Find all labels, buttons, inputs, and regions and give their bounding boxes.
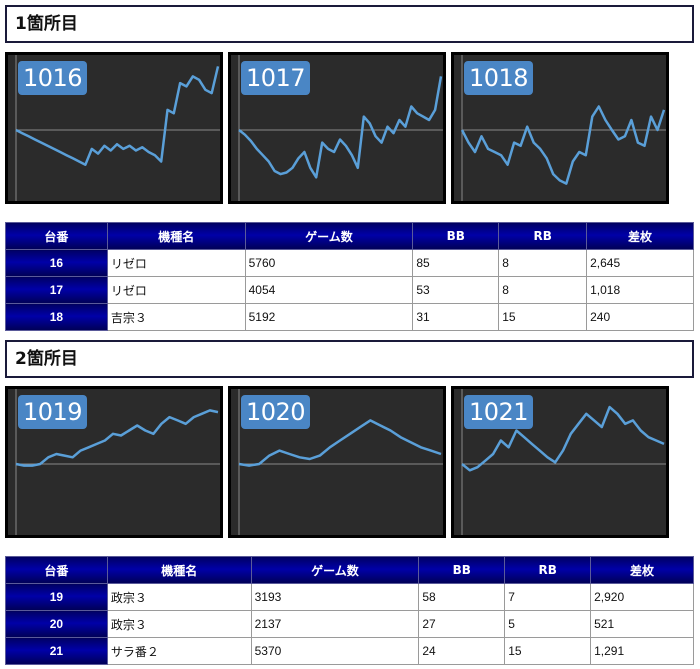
machine-table-1: 台番 機種名 ゲーム数 BB RB 差枚 16 リゼロ 5760 85 8 2,…	[5, 222, 694, 331]
header-bb: BB	[412, 222, 500, 250]
chart-label: 1021	[464, 395, 534, 429]
cell-model-name: 政宗３	[106, 583, 252, 611]
cell-model-name: 政宗３	[106, 610, 252, 638]
cell-machine-no: 19	[5, 583, 108, 611]
chart-svg-1020	[238, 389, 443, 535]
chart-1017: 1017	[228, 52, 446, 204]
cell-bb: 58	[418, 583, 506, 611]
cell-bb: 24	[418, 637, 506, 665]
series-line	[461, 405, 665, 472]
chart-label: 1016	[18, 61, 88, 95]
table-row: 20 政宗３ 2137 27 5 521	[5, 610, 694, 638]
cell-rb: 15	[498, 303, 588, 331]
chart-1016: 1016	[5, 52, 223, 204]
cell-rb: 5	[504, 610, 592, 638]
chart-svg-1019	[15, 389, 220, 535]
chart-label: 1019	[18, 395, 88, 429]
series-line	[238, 76, 443, 179]
series-line	[238, 419, 442, 467]
table-row: 19 政宗３ 3193 58 7 2,920	[5, 583, 694, 611]
cell-machine-no: 18	[5, 303, 108, 331]
chart-label: 1018	[464, 61, 534, 95]
cell-game-count: 2137	[250, 610, 420, 638]
cell-game-count: 5192	[244, 303, 414, 331]
cell-difference: 1,291	[590, 637, 694, 665]
table-row: 21 サラ番２ 5370 24 15 1,291	[5, 637, 694, 665]
cell-machine-no: 17	[5, 276, 108, 304]
cell-model-name: 吉宗３	[106, 303, 246, 331]
chart-label: 1020	[241, 395, 311, 429]
cell-bb: 85	[412, 249, 500, 277]
series-line	[460, 105, 666, 185]
header-machine-no: 台番	[5, 222, 108, 250]
series-line	[15, 66, 220, 166]
cell-rb: 15	[504, 637, 592, 665]
table-row: 16 リゼロ 5760 85 8 2,645	[5, 249, 694, 277]
header-difference: 差枚	[590, 556, 694, 584]
series-line	[15, 409, 219, 467]
cell-bb: 31	[412, 303, 500, 331]
machine-table-2: 台番 機種名 ゲーム数 BB RB 差枚 19 政宗３ 3193 58 7 2,…	[5, 556, 694, 665]
cell-difference: 2,920	[590, 583, 694, 611]
header-bb: BB	[418, 556, 506, 584]
section-title-2: 2箇所目	[5, 340, 694, 378]
cell-model-name: サラ番２	[106, 637, 252, 665]
header-game-count: ゲーム数	[244, 222, 414, 250]
header-rb: RB	[504, 556, 592, 584]
cell-model-name: リゼロ	[106, 276, 246, 304]
table-header-row: 台番 機種名 ゲーム数 BB RB 差枚	[5, 222, 694, 250]
cell-game-count: 3193	[250, 583, 420, 611]
header-model-name: 機種名	[106, 556, 252, 584]
cell-machine-no: 20	[5, 610, 108, 638]
chart-svg-1017	[238, 55, 443, 201]
cell-difference: 240	[586, 303, 694, 331]
cell-rb: 7	[504, 583, 592, 611]
chart-1021: 1021	[451, 386, 669, 538]
chart-1020: 1020	[228, 386, 446, 538]
cell-rb: 8	[498, 276, 588, 304]
table-header-row: 台番 機種名 ゲーム数 BB RB 差枚	[5, 556, 694, 584]
cell-game-count: 5760	[244, 249, 414, 277]
header-machine-no: 台番	[5, 556, 108, 584]
chart-1019: 1019	[5, 386, 223, 538]
chart-svg-1016	[15, 55, 220, 201]
header-game-count: ゲーム数	[250, 556, 420, 584]
cell-machine-no: 21	[5, 637, 108, 665]
header-difference: 差枚	[586, 222, 694, 250]
header-model-name: 機種名	[106, 222, 246, 250]
cell-bb: 53	[412, 276, 500, 304]
chart-1018: 1018	[451, 52, 669, 204]
cell-rb: 8	[498, 249, 588, 277]
cell-bb: 27	[418, 610, 506, 638]
cell-difference: 1,018	[586, 276, 694, 304]
header-rb: RB	[498, 222, 588, 250]
cell-game-count: 5370	[250, 637, 420, 665]
chart-svg-1021	[461, 389, 666, 535]
chart-label: 1017	[241, 61, 311, 95]
table-row: 17 リゼロ 4054 53 8 1,018	[5, 276, 694, 304]
cell-game-count: 4054	[244, 276, 414, 304]
cell-difference: 521	[590, 610, 694, 638]
chart-svg-1018	[460, 55, 666, 201]
cell-machine-no: 16	[5, 249, 108, 277]
cell-model-name: リゼロ	[106, 249, 246, 277]
section-title-1: 1箇所目	[5, 5, 694, 43]
table-row: 18 吉宗３ 5192 31 15 240	[5, 303, 694, 331]
cell-difference: 2,645	[586, 249, 694, 277]
